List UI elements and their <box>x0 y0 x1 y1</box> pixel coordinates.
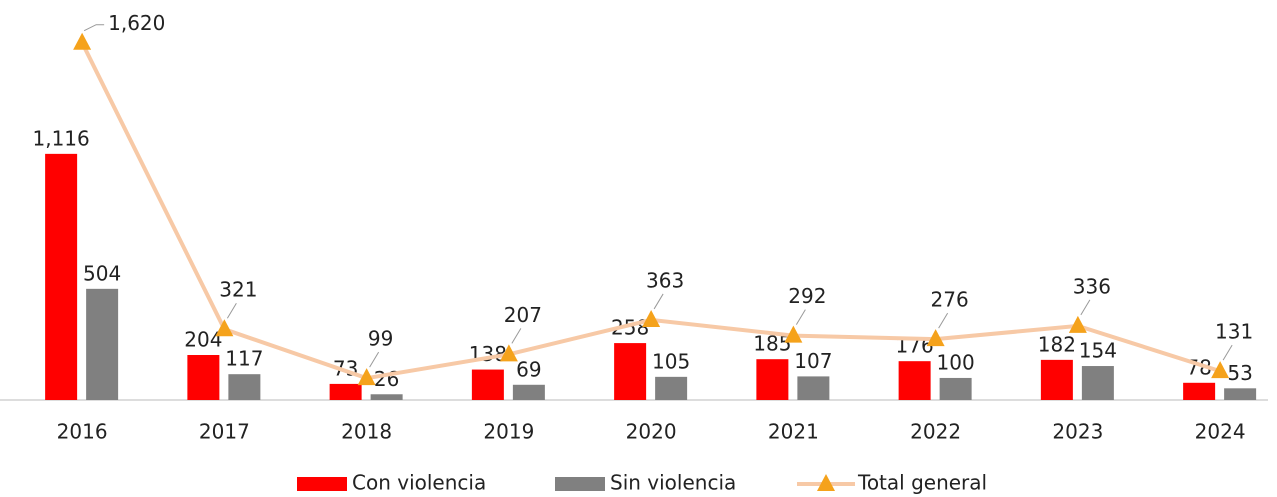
line-marker <box>499 344 518 362</box>
bar-value-label: 1,116 <box>32 126 89 150</box>
line-value-label: 292 <box>788 284 826 308</box>
line-value-label: 207 <box>504 303 542 327</box>
leader-line <box>226 302 237 319</box>
line-value-label: 363 <box>646 268 684 292</box>
bar-value-label: 154 <box>1079 339 1117 363</box>
legend-marker <box>817 474 835 491</box>
legend-label: Total general <box>857 471 987 495</box>
bar <box>1183 382 1216 400</box>
bar <box>45 153 78 400</box>
line-marker <box>73 32 92 50</box>
legend-swatch <box>555 477 605 491</box>
legend-label: Sin violencia <box>610 471 736 495</box>
total-line <box>80 41 1221 381</box>
leader-line <box>1080 299 1091 316</box>
line-marker <box>357 368 376 386</box>
bar <box>187 355 220 400</box>
x-tick-label: 2017 <box>199 420 250 444</box>
leader-line <box>1222 344 1233 361</box>
bar <box>655 376 688 400</box>
bar <box>228 374 261 400</box>
bar-value-label: 105 <box>652 349 690 373</box>
line-marker <box>215 319 234 337</box>
bar-value-label: 26 <box>374 367 399 391</box>
bar <box>86 288 119 400</box>
bar <box>370 394 403 400</box>
line-value-label: 336 <box>1073 274 1111 298</box>
leader-line <box>938 312 949 329</box>
x-tick-label: 2019 <box>483 420 534 444</box>
bar <box>471 369 504 400</box>
bar-value-label: 182 <box>1038 332 1076 356</box>
bar <box>329 383 362 400</box>
leader-line <box>511 328 522 344</box>
legend-swatch <box>297 477 347 491</box>
bar-value-label: 204 <box>184 328 222 352</box>
bar <box>939 377 972 400</box>
x-tick-label: 2022 <box>910 420 961 444</box>
bar-value-label: 504 <box>83 261 121 285</box>
line-marker <box>642 309 661 327</box>
line-value-label: 99 <box>368 327 393 351</box>
bar <box>1081 366 1114 400</box>
x-tick-label: 2023 <box>1052 420 1103 444</box>
bar <box>1040 359 1073 400</box>
line-value-label: 321 <box>219 278 257 302</box>
line-value-label: 276 <box>931 288 969 312</box>
leader-line <box>369 351 380 368</box>
bar <box>1224 388 1257 400</box>
bar <box>797 376 830 400</box>
leader-line <box>795 309 806 325</box>
line-marker <box>784 325 803 343</box>
bar <box>898 361 931 400</box>
bar <box>614 343 647 400</box>
x-tick-label: 2021 <box>768 420 819 444</box>
bar <box>512 384 545 400</box>
leader-line <box>83 24 105 32</box>
line-marker <box>1068 315 1087 333</box>
bar-value-label: 53 <box>1227 361 1252 385</box>
x-tick-label: 2018 <box>341 420 392 444</box>
line-value-label: 131 <box>1215 320 1253 344</box>
bar-value-label: 100 <box>937 350 975 374</box>
line-value-label: 1,620 <box>108 11 165 35</box>
bar-value-label: 117 <box>225 347 263 371</box>
line-marker <box>926 329 945 347</box>
x-tick-label: 2016 <box>57 420 108 444</box>
line-marker <box>1211 361 1230 379</box>
bar-value-label: 107 <box>794 349 832 373</box>
bar <box>756 359 789 400</box>
x-tick-label: 2024 <box>1195 420 1246 444</box>
legend-label: Con violencia <box>352 471 486 495</box>
bar-value-label: 69 <box>516 357 541 381</box>
leader-line <box>653 293 664 310</box>
x-tick-label: 2020 <box>626 420 677 444</box>
